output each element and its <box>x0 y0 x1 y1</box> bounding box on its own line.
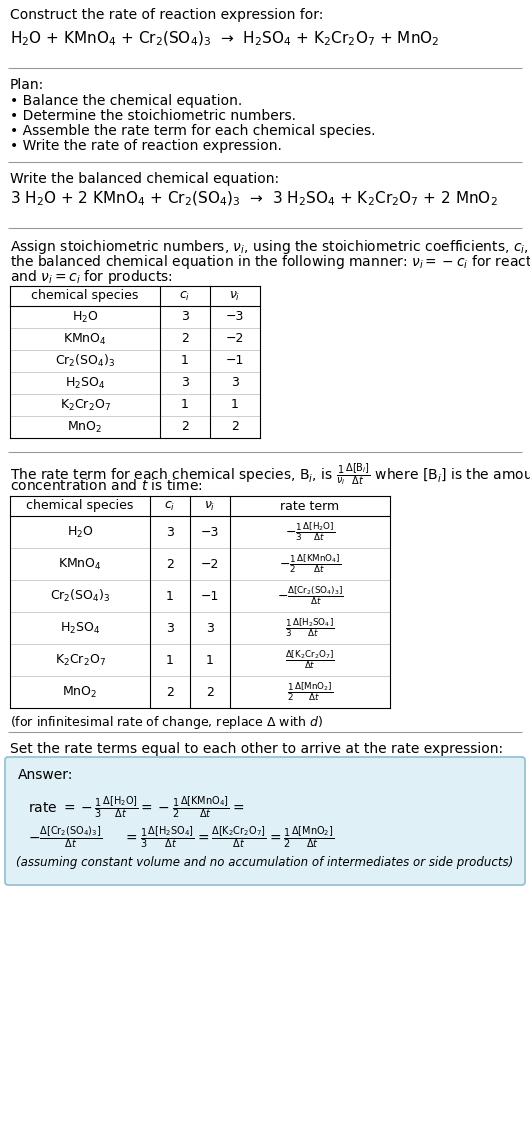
Text: Set the rate terms equal to each other to arrive at the rate expression:: Set the rate terms equal to each other t… <box>10 742 503 756</box>
Text: • Balance the chemical equation.: • Balance the chemical equation. <box>10 94 242 108</box>
Text: MnO$_2$: MnO$_2$ <box>63 684 98 700</box>
Text: K$_2$Cr$_2$O$_7$: K$_2$Cr$_2$O$_7$ <box>59 397 110 412</box>
Text: (assuming constant volume and no accumulation of intermediates or side products): (assuming constant volume and no accumul… <box>16 856 514 869</box>
Text: 1: 1 <box>166 653 174 667</box>
Text: −3: −3 <box>201 525 219 539</box>
Text: 1: 1 <box>231 399 239 411</box>
Text: Cr$_2$(SO$_4$)$_3$: Cr$_2$(SO$_4$)$_3$ <box>55 353 115 369</box>
Text: 3: 3 <box>181 377 189 389</box>
Text: the balanced chemical equation in the following manner: $\nu_i = -c_i$ for react: the balanced chemical equation in the fo… <box>10 254 530 271</box>
Text: $c_i$: $c_i$ <box>164 499 175 513</box>
Text: H$_2$SO$_4$: H$_2$SO$_4$ <box>65 376 105 391</box>
Text: (for infinitesimal rate of change, replace Δ with $d$): (for infinitesimal rate of change, repla… <box>10 714 323 731</box>
Text: 1: 1 <box>181 354 189 368</box>
Text: and $\nu_i = c_i$ for products:: and $\nu_i = c_i$ for products: <box>10 268 173 286</box>
Text: 3: 3 <box>181 311 189 323</box>
Text: $\frac{\Delta[\mathrm{K_2Cr_2O_7}]}{\Delta t}$: $\frac{\Delta[\mathrm{K_2Cr_2O_7}]}{\Del… <box>285 649 335 671</box>
Bar <box>10 286 260 439</box>
Text: concentration and $t$ is time:: concentration and $t$ is time: <box>10 478 202 493</box>
Text: −2: −2 <box>201 557 219 571</box>
Text: $= \frac{1}{3}\frac{\Delta[\mathrm{H_2SO_4}]}{\Delta t} = \frac{\Delta[\mathrm{K: $= \frac{1}{3}\frac{\Delta[\mathrm{H_2SO… <box>123 825 334 850</box>
Text: Cr$_2$(SO$_4$)$_3$: Cr$_2$(SO$_4$)$_3$ <box>50 588 110 604</box>
Text: • Assemble the rate term for each chemical species.: • Assemble the rate term for each chemic… <box>10 124 375 138</box>
FancyBboxPatch shape <box>5 757 525 885</box>
Text: 1: 1 <box>181 399 189 411</box>
Text: H$_2$O: H$_2$O <box>67 524 93 539</box>
Text: 2: 2 <box>206 685 214 699</box>
Text: $\nu_i$: $\nu_i$ <box>204 499 216 513</box>
Text: H$_2$O: H$_2$O <box>72 309 98 324</box>
Text: 2: 2 <box>166 685 174 699</box>
Text: $-\frac{\Delta[\mathrm{Cr_2(SO_4)_3}]}{\Delta t}$: $-\frac{\Delta[\mathrm{Cr_2(SO_4)_3}]}{\… <box>28 825 102 850</box>
Text: $-\frac{\Delta[\mathrm{Cr_2(SO_4)_3}]}{\Delta t}$: $-\frac{\Delta[\mathrm{Cr_2(SO_4)_3}]}{\… <box>277 585 343 608</box>
Text: −1: −1 <box>201 589 219 603</box>
Text: MnO$_2$: MnO$_2$ <box>67 419 103 435</box>
Text: Write the balanced chemical equation:: Write the balanced chemical equation: <box>10 172 279 186</box>
Text: −3: −3 <box>226 311 244 323</box>
Text: $-\frac{1}{2}\frac{\Delta[\mathrm{KMnO_4}]}{\Delta t}$: $-\frac{1}{2}\frac{\Delta[\mathrm{KMnO_4… <box>279 553 341 576</box>
Text: 3: 3 <box>166 525 174 539</box>
Text: rate $= -\frac{1}{3}\frac{\Delta[\mathrm{H_2O}]}{\Delta t} = -\frac{1}{2}\frac{\: rate $= -\frac{1}{3}\frac{\Delta[\mathrm… <box>28 794 244 820</box>
Text: Construct the rate of reaction expression for:: Construct the rate of reaction expressio… <box>10 8 323 22</box>
Text: 2: 2 <box>181 332 189 346</box>
Text: 1: 1 <box>206 653 214 667</box>
Text: 1: 1 <box>166 589 174 603</box>
Text: KMnO$_4$: KMnO$_4$ <box>63 331 107 346</box>
Text: $-\frac{1}{3}\frac{\Delta[\mathrm{H_2O}]}{\Delta t}$: $-\frac{1}{3}\frac{\Delta[\mathrm{H_2O}]… <box>285 521 335 544</box>
Text: $\frac{1}{2}\frac{\Delta[\mathrm{MnO_2}]}{\Delta t}$: $\frac{1}{2}\frac{\Delta[\mathrm{MnO_2}]… <box>287 681 333 703</box>
Text: chemical species: chemical species <box>26 499 134 513</box>
Bar <box>10 496 390 708</box>
Text: 2: 2 <box>231 420 239 434</box>
Text: • Determine the stoichiometric numbers.: • Determine the stoichiometric numbers. <box>10 108 296 123</box>
Text: 2: 2 <box>166 557 174 571</box>
Text: rate term: rate term <box>280 499 340 513</box>
Text: 3: 3 <box>206 621 214 635</box>
Text: H$_2$O + KMnO$_4$ + Cr$_2$(SO$_4$)$_3$  →  H$_2$SO$_4$ + K$_2$Cr$_2$O$_7$ + MnO$: H$_2$O + KMnO$_4$ + Cr$_2$(SO$_4$)$_3$ →… <box>10 30 439 48</box>
Text: chemical species: chemical species <box>31 290 139 303</box>
Text: 3: 3 <box>166 621 174 635</box>
Text: 3: 3 <box>231 377 239 389</box>
Text: The rate term for each chemical species, B$_i$, is $\frac{1}{\nu_i}\frac{\Delta[: The rate term for each chemical species,… <box>10 463 530 488</box>
Text: K$_2$Cr$_2$O$_7$: K$_2$Cr$_2$O$_7$ <box>55 652 105 668</box>
Text: Assign stoichiometric numbers, $\nu_i$, using the stoichiometric coefficients, $: Assign stoichiometric numbers, $\nu_i$, … <box>10 238 530 256</box>
Text: KMnO$_4$: KMnO$_4$ <box>58 556 102 571</box>
Text: Plan:: Plan: <box>10 78 44 93</box>
Text: −1: −1 <box>226 354 244 368</box>
Text: 3 H$_2$O + 2 KMnO$_4$ + Cr$_2$(SO$_4$)$_3$  →  3 H$_2$SO$_4$ + K$_2$Cr$_2$O$_7$ : 3 H$_2$O + 2 KMnO$_4$ + Cr$_2$(SO$_4$)$_… <box>10 190 498 208</box>
Text: Answer:: Answer: <box>18 769 73 782</box>
Text: 2: 2 <box>181 420 189 434</box>
Text: $\nu_i$: $\nu_i$ <box>229 289 241 303</box>
Text: $c_i$: $c_i$ <box>179 289 191 303</box>
Text: H$_2$SO$_4$: H$_2$SO$_4$ <box>60 620 100 636</box>
Text: • Write the rate of reaction expression.: • Write the rate of reaction expression. <box>10 139 282 153</box>
Text: $\frac{1}{3}\frac{\Delta[\mathrm{H_2SO_4}]}{\Delta t}$: $\frac{1}{3}\frac{\Delta[\mathrm{H_2SO_4… <box>285 617 335 640</box>
Text: −2: −2 <box>226 332 244 346</box>
